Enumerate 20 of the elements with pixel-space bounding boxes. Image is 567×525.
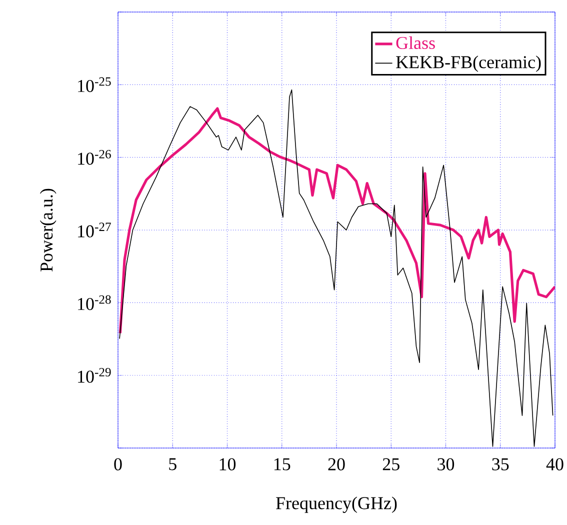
y-axis-title: Power(a.u.) [40,188,56,272]
y-tick-label: 10$^{-27}$ [78,222,111,238]
legend-label: Glass [396,36,435,50]
y-tick-label: 10$^{-26}$ [78,150,111,165]
legend-label: KEKB-FB(ceramic) [396,56,541,72]
x-tick-label: 0 [114,458,122,470]
x-tick-label: 15 [274,458,290,470]
x-tick-label: 40 [546,458,564,470]
x-tick-label: 5 [169,458,176,470]
line-series [119,89,554,447]
x-tick-label: 10 [220,458,236,470]
y-tick-label: 10$^{-25}$ [78,77,111,92]
x-tick-label: 25 [382,458,400,470]
x-tick-label: 20 [328,458,345,470]
line-series [118,107,556,335]
x-tick-label: 35 [492,458,509,470]
x-axis-title: Frequency(GHz) [276,496,397,513]
y-tick-label: 10$^{-29}$ [78,368,111,383]
x-tick-label: 30 [438,458,454,470]
y-tick-label: 10$^{-28}$ [78,295,111,310]
